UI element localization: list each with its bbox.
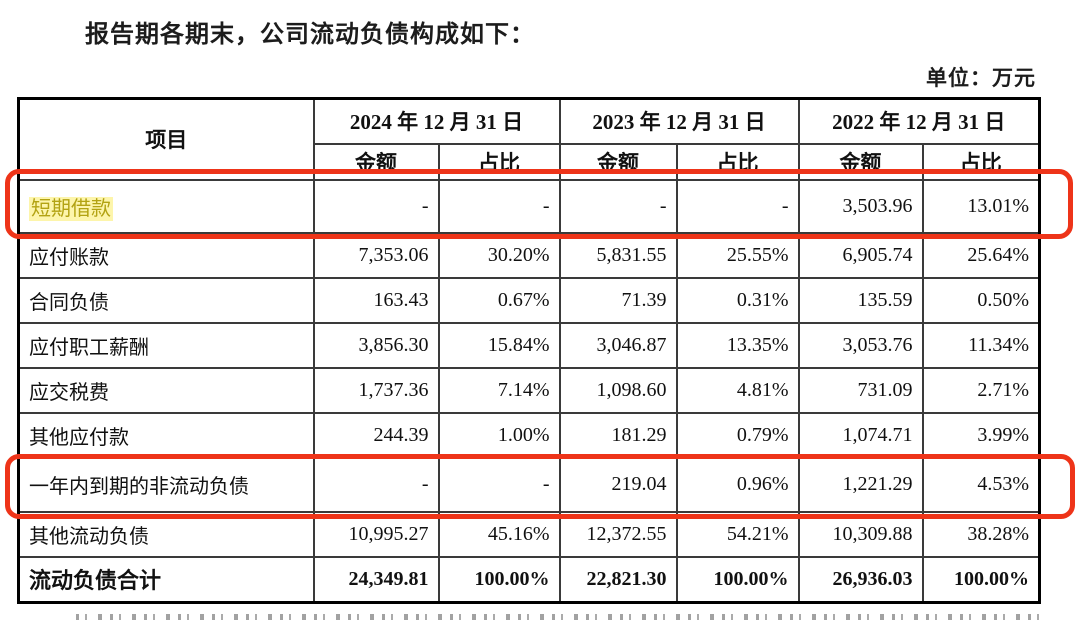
row-item-label: 一年内到期的非流动负债 [17, 456, 315, 513]
cell-value: 26,936.03 [797, 555, 924, 603]
row-accounts-payable: 应付账款 7,353.06 30.20% 5,831.55 25.55% 6,9… [17, 231, 1041, 279]
cell-value: 2.71% [921, 366, 1041, 414]
cell-value: 731.09 [797, 366, 924, 414]
cell-value: 4.81% [675, 366, 800, 414]
cell-value: 15.84% [437, 321, 561, 369]
cell-value: 1,098.60 [558, 366, 678, 414]
cell-value: 12,372.55 [558, 510, 678, 558]
cell-value: 10,995.27 [312, 510, 440, 558]
header-date-2022: 2022 年 12 月 31 日 [797, 97, 1041, 145]
cell-value: 0.96% [675, 456, 800, 513]
cell-value: 181.29 [558, 411, 678, 459]
cell-value: 3,046.87 [558, 321, 678, 369]
row-item-label: 合同负债 [17, 276, 315, 324]
cell-value: - [675, 178, 800, 234]
row-employee-compensation-payable: 应付职工薪酬 3,856.30 15.84% 3,046.87 13.35% 3… [17, 321, 1041, 369]
header-ratio-2024: 占比 [437, 142, 561, 181]
row-item-label: 其他应付款 [17, 411, 315, 459]
cell-value: 0.67% [437, 276, 561, 324]
current-liabilities-table: 项目 2024 年 12 月 31 日 2023 年 12 月 31 日 202… [17, 97, 1041, 604]
cell-value: - [437, 456, 561, 513]
row-item-label: 应交税费 [17, 366, 315, 414]
cell-value: 54.21% [675, 510, 800, 558]
cell-value: 135.59 [797, 276, 924, 324]
row-total-current-liabilities: 流动负债合计 24,349.81 100.00% 22,821.30 100.0… [17, 555, 1041, 603]
row-other-payables: 其他应付款 244.39 1.00% 181.29 0.79% 1,074.71… [17, 411, 1041, 459]
cell-value: 7.14% [437, 366, 561, 414]
cell-value: 0.50% [921, 276, 1041, 324]
header-amount-2024: 金额 [312, 142, 440, 181]
cell-value: 25.64% [921, 231, 1041, 279]
cell-value: 4.53% [921, 456, 1041, 513]
cell-value: 13.01% [921, 178, 1041, 234]
cell-value: 5,831.55 [558, 231, 678, 279]
cell-value: 0.31% [675, 276, 800, 324]
cell-value: 163.43 [312, 276, 440, 324]
unit-label: 单位：万元 [926, 66, 1036, 90]
row-item-label: 流动负债合计 [17, 555, 315, 603]
cell-value: 1,074.71 [797, 411, 924, 459]
cell-value: 100.00% [921, 555, 1041, 603]
cell-value: 10,309.88 [797, 510, 924, 558]
cell-value: 30.20% [437, 231, 561, 279]
cell-value: 244.39 [312, 411, 440, 459]
header-date-2023: 2023 年 12 月 31 日 [558, 97, 800, 145]
cell-value: 0.79% [675, 411, 800, 459]
cell-value: - [437, 178, 561, 234]
cell-value: 1,221.29 [797, 456, 924, 513]
cell-value: 3,503.96 [797, 178, 924, 234]
cell-value: 25.55% [675, 231, 800, 279]
header-amount-2023: 金额 [558, 142, 678, 181]
cell-value: 24,349.81 [312, 555, 440, 603]
cell-value: 45.16% [437, 510, 561, 558]
header-item-column: 项目 [17, 97, 315, 181]
cell-value: 3,053.76 [797, 321, 924, 369]
cell-value: 219.04 [558, 456, 678, 513]
row-other-current-liabilities: 其他流动负债 10,995.27 45.16% 12,372.55 54.21%… [17, 510, 1041, 558]
cell-value: 1.00% [437, 411, 561, 459]
header-ratio-2022: 占比 [921, 142, 1041, 181]
cell-value: 11.34% [921, 321, 1041, 369]
row-contract-liabilities: 合同负债 163.43 0.67% 71.39 0.31% 135.59 0.5… [17, 276, 1041, 324]
intro-paragraph: 报告期各期末，公司流动负债构成如下： [85, 22, 535, 48]
row-non-current-liabilities-due-within-one-year: 一年内到期的非流动负债 - - 219.04 0.96% 1,221.29 4.… [17, 456, 1041, 513]
row-item-label: 应付职工薪酬 [17, 321, 315, 369]
row-short-term-borrowings: 短期借款 - - - - 3,503.96 13.01% [17, 178, 1041, 234]
cell-value: 13.35% [675, 321, 800, 369]
row-item-label: 其他流动负债 [17, 510, 315, 558]
row-item-label: 应付账款 [17, 231, 315, 279]
row-taxes-payable: 应交税费 1,737.36 7.14% 1,098.60 4.81% 731.0… [17, 366, 1041, 414]
cell-value: - [558, 178, 678, 234]
cell-value: 7,353.06 [312, 231, 440, 279]
cell-value: - [312, 178, 440, 234]
cell-value: 100.00% [675, 555, 800, 603]
header-date-2024: 2024 年 12 月 31 日 [312, 97, 561, 145]
cell-value: 3.99% [921, 411, 1041, 459]
cell-value: 6,905.74 [797, 231, 924, 279]
highlighted-item-label: 短期借款 [29, 196, 113, 221]
cell-value: - [312, 456, 440, 513]
cell-value: 38.28% [921, 510, 1041, 558]
cell-value: 100.00% [437, 555, 561, 603]
header-amount-2022: 金额 [797, 142, 924, 181]
cell-value: 71.39 [558, 276, 678, 324]
cell-value: 1,737.36 [312, 366, 440, 414]
header-ratio-2023: 占比 [675, 142, 800, 181]
cell-value: 3,856.30 [312, 321, 440, 369]
cell-value: 22,821.30 [558, 555, 678, 603]
clipped-next-text-line [76, 614, 1040, 620]
header-row-dates: 项目 2024 年 12 月 31 日 2023 年 12 月 31 日 202… [17, 97, 1041, 181]
